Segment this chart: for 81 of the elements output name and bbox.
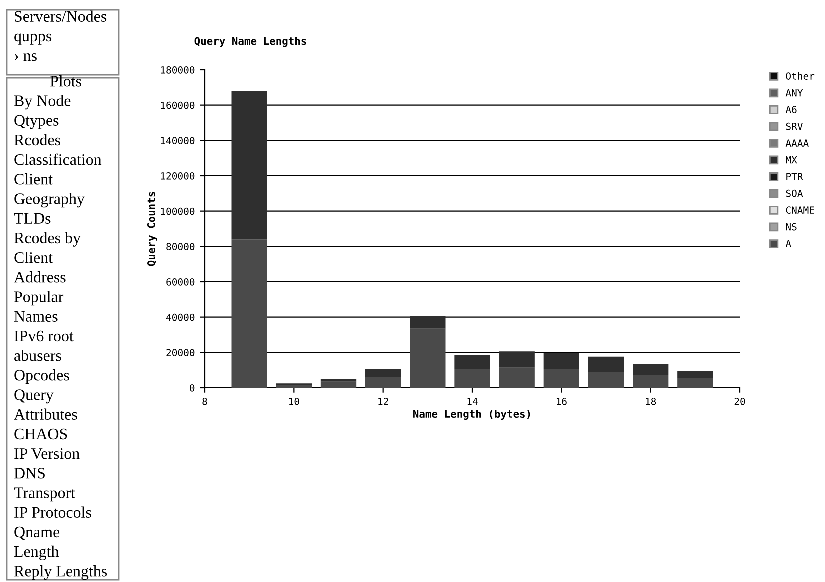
bar	[633, 375, 669, 388]
bar	[633, 364, 669, 376]
y-tick-label: 0	[190, 384, 195, 392]
bar	[499, 368, 535, 388]
y-tick-label: 140000	[161, 137, 195, 145]
x-tick-label: 18	[646, 398, 656, 406]
y-axis-title: Query Counts	[147, 192, 158, 266]
text: Address	[14, 272, 66, 283]
x-tick-label: 16	[556, 398, 567, 406]
legend-label: MX	[786, 156, 798, 164]
bar	[410, 328, 446, 388]
text: abusers	[14, 350, 62, 362]
text: Classification	[14, 154, 102, 166]
legend-label: Other	[786, 72, 815, 80]
bar	[499, 352, 535, 368]
y-tick-label: 80000	[166, 243, 195, 251]
text: Query	[14, 390, 54, 404]
text: Transport	[14, 488, 76, 502]
text: By Node	[14, 95, 71, 110]
legend-label: A	[786, 240, 792, 248]
text: Reply Lengths	[14, 566, 108, 580]
bar	[678, 378, 714, 388]
legend-label: ANY	[786, 89, 804, 97]
text: Plots	[50, 76, 82, 87]
bar	[366, 369, 402, 378]
legend-label: AAAA	[786, 140, 809, 147]
text: Opcodes	[14, 370, 70, 384]
text: Servers/Nodes	[15, 10, 107, 22]
y-tick-label: 100000	[161, 208, 195, 216]
y-tick-label: 120000	[161, 172, 195, 180]
bar	[544, 369, 580, 388]
y-tick-label: 20000	[166, 349, 195, 357]
bar	[276, 385, 312, 388]
bar	[232, 240, 268, 388]
legend-label: CNAME	[786, 206, 814, 214]
bar	[320, 379, 357, 382]
text: Qtypes	[14, 115, 59, 130]
text: Attributes	[14, 408, 78, 420]
legend-label: SOA	[786, 190, 804, 198]
text: qupps	[14, 34, 52, 45]
bar	[588, 356, 624, 372]
x-tick-label: 10	[289, 398, 300, 406]
chart-title: Query Name Lengths	[194, 37, 306, 48]
text: Geography	[14, 193, 85, 208]
text: DNS	[14, 468, 45, 479]
legend-label: A6	[786, 106, 797, 114]
x-tick-label: 12	[378, 398, 388, 406]
y-tick-label: 40000	[166, 314, 195, 322]
y-tick-label: 60000	[166, 278, 195, 286]
legend-label: PTR	[786, 173, 804, 180]
x-tick-label: 8	[202, 398, 208, 406]
bar	[320, 382, 357, 388]
x-tick-label: 14	[468, 398, 478, 406]
text: Rcodes by	[14, 232, 81, 247]
bar	[544, 353, 580, 370]
legend-label: NS	[786, 223, 797, 231]
text: CHAOS	[14, 428, 68, 440]
bar	[454, 369, 490, 388]
text: Qname	[14, 526, 60, 540]
text: Client	[14, 252, 53, 264]
bar	[454, 354, 490, 370]
text: Names	[14, 311, 58, 322]
y-tick-label: 160000	[161, 102, 195, 110]
text: Rcodes	[14, 134, 60, 146]
text: IPv6 root	[14, 330, 74, 342]
text: Length	[14, 546, 60, 560]
bar	[410, 316, 446, 329]
bar	[678, 371, 714, 378]
y-tick-label: 180000	[161, 66, 195, 74]
bar	[588, 372, 624, 388]
bar	[366, 377, 402, 388]
text: IP Protocols	[14, 506, 92, 518]
text: Client	[14, 174, 53, 185]
x-axis-title: Name Length (bytes)	[414, 410, 530, 420]
bar	[232, 91, 268, 240]
text: IP Version	[14, 448, 80, 460]
x-tick-label: 20	[734, 398, 746, 406]
text: Popular	[14, 291, 64, 306]
text: › ns	[15, 54, 37, 62]
legend-label: SRV	[786, 122, 803, 130]
text: TLDs	[14, 213, 51, 224]
